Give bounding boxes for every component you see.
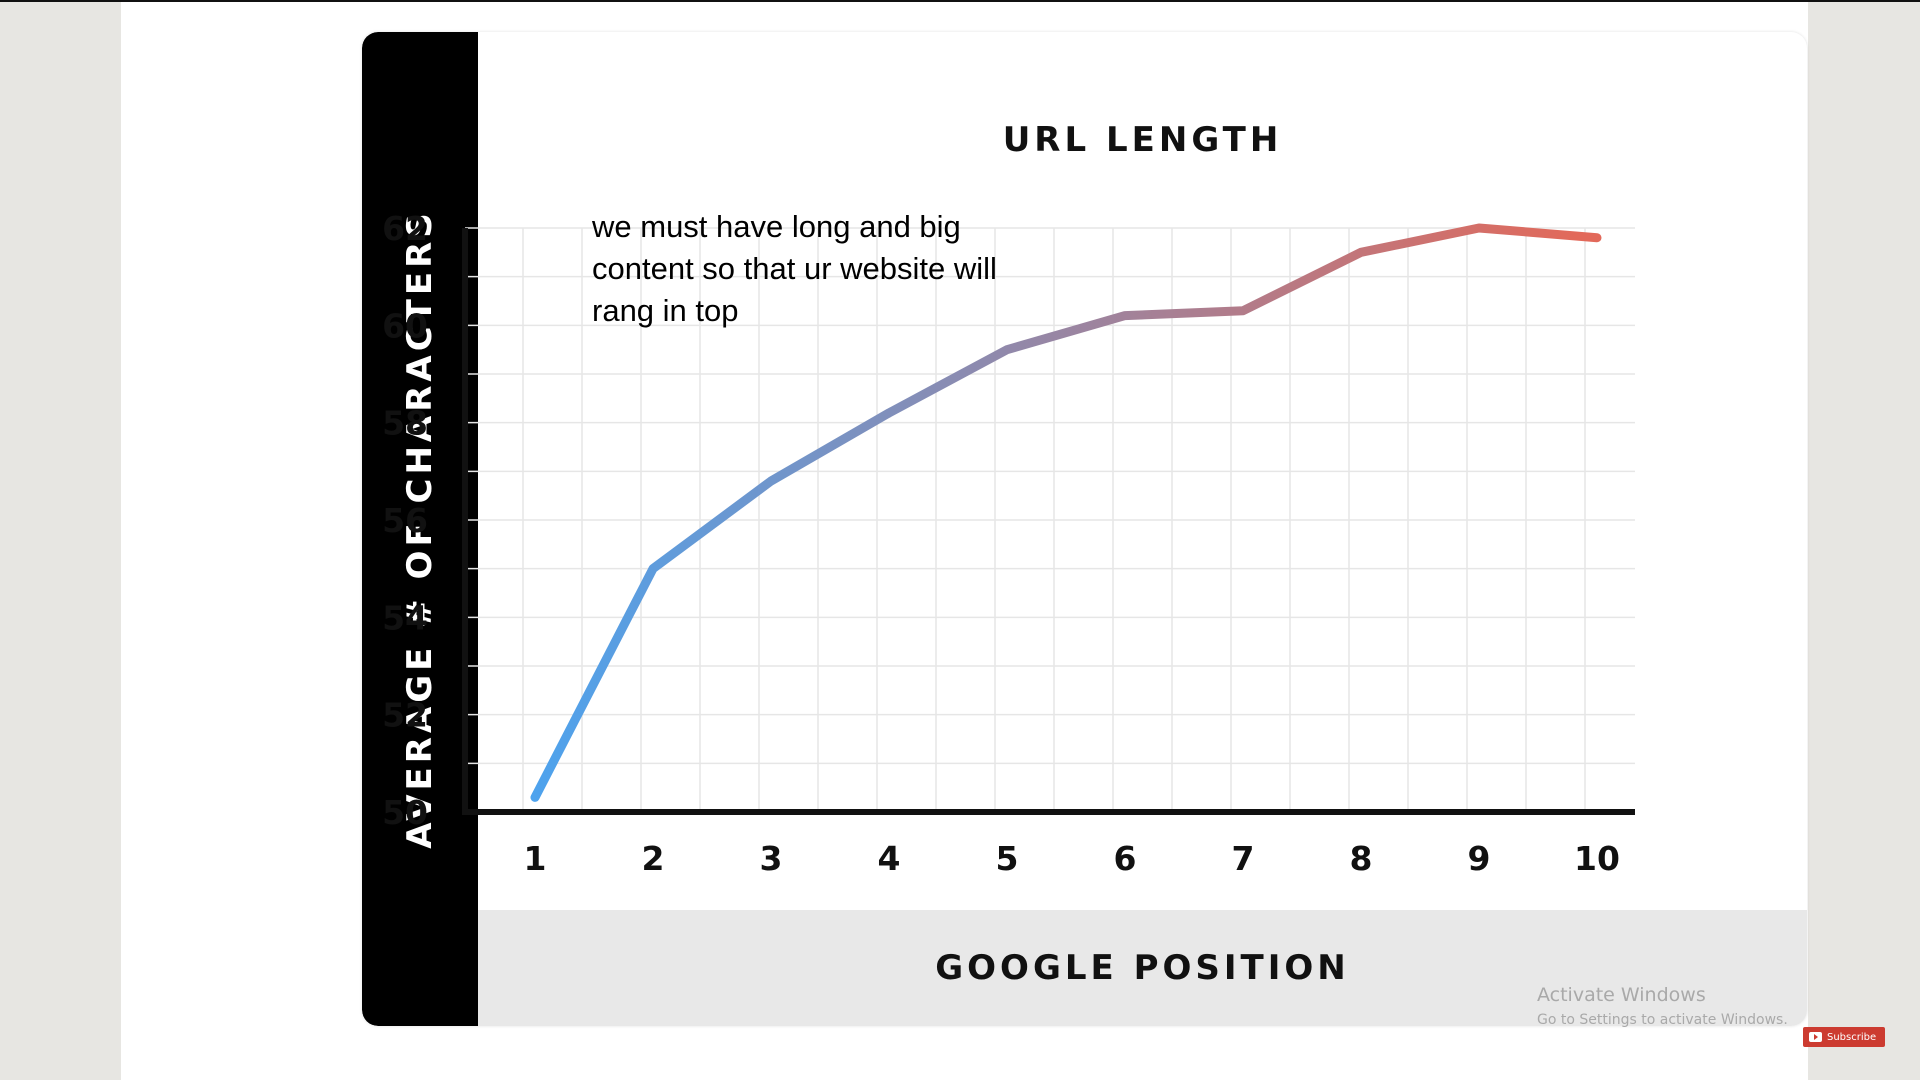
slide: AVERAGE # OF CHARACTERS URL LENGTH GOOGL… <box>121 2 1808 1080</box>
y-tick-label: 50 <box>382 793 428 832</box>
x-tick-label: 10 <box>1574 839 1620 878</box>
chart-title: URL LENGTH <box>1002 120 1283 160</box>
x-tick-label: 9 <box>1468 839 1491 878</box>
annotation-line-3: rang in top <box>592 293 739 328</box>
x-tick-label: 1 <box>524 839 547 878</box>
series-layer <box>530 223 1602 802</box>
y-tick-label: 52 <box>382 696 428 735</box>
x-tick-label: 6 <box>1114 839 1137 878</box>
subscribe-button[interactable]: Subscribe <box>1803 1027 1885 1047</box>
y-tick-label: 54 <box>382 598 428 637</box>
y-tick-labels: 50 52 54 56 58 60 62 <box>382 209 428 832</box>
y-tick-label: 62 <box>382 209 428 248</box>
series-line <box>530 223 1602 802</box>
y-tick-label: 56 <box>382 501 428 540</box>
x-tick-label: 4 <box>878 839 901 878</box>
y-tick-label: 58 <box>382 404 428 443</box>
axes <box>462 228 1635 815</box>
youtube-play-icon <box>1809 1032 1822 1042</box>
annotation-line-1: we must have long and big <box>592 209 961 244</box>
x-tick-label: 5 <box>996 839 1019 878</box>
chart-card: AVERAGE # OF CHARACTERS URL LENGTH GOOGL… <box>362 32 1807 1026</box>
x-tick-label: 3 <box>760 839 783 878</box>
activate-windows-watermark: Activate Windows Go to Settings to activ… <box>1537 984 1788 1028</box>
x-tick-labels: 1 2 3 4 5 6 7 8 9 10 <box>524 839 1620 878</box>
x-axis-title: GOOGLE POSITION <box>935 948 1350 988</box>
x-tick-label: 8 <box>1350 839 1373 878</box>
annotation-text: we must have long and big content so tha… <box>592 206 1052 332</box>
x-tick-label: 2 <box>642 839 665 878</box>
y-tick-label: 60 <box>382 306 428 345</box>
x-tick-label: 7 <box>1232 839 1255 878</box>
watermark-title: Activate Windows <box>1537 984 1706 1006</box>
y-axis-band: AVERAGE # OF CHARACTERS <box>362 32 478 1026</box>
watermark-subtitle: Go to Settings to activate Windows. <box>1537 1012 1788 1028</box>
x-axis-band: GOOGLE POSITION <box>478 910 1807 1026</box>
subscribe-label: Subscribe <box>1827 1031 1877 1043</box>
top-border <box>0 0 1920 2</box>
annotation-line-2: content so that ur website will <box>592 251 997 286</box>
